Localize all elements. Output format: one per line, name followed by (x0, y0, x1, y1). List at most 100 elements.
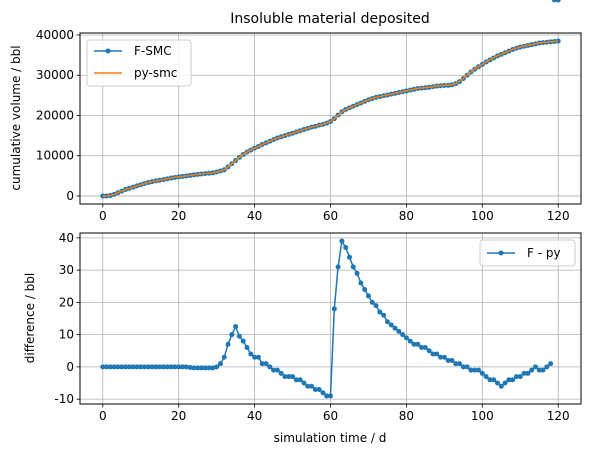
data-point-f-py (126, 364, 132, 370)
legend-label-f-py: F - py (527, 246, 561, 260)
data-point-f-py (161, 364, 166, 370)
data-point-f-py (472, 367, 478, 373)
data-point-f-py (229, 332, 235, 338)
bot-y-tick-label: 30 (59, 263, 74, 277)
data-point-f-py (145, 364, 151, 370)
data-point-f-py (449, 357, 455, 363)
data-point-f-py (187, 365, 193, 371)
top-x-tick-label: 120 (547, 209, 570, 223)
data-point-f-py (282, 374, 288, 380)
bottom-legend-frame (479, 239, 576, 267)
top-y-ticks: 0 10000 20000 30000 40000 (36, 28, 80, 203)
data-point-f-py (164, 364, 170, 370)
bottom-y-ticks: -10 0 10 20 30 40 (54, 231, 80, 406)
bottom-legend: F - py (479, 239, 576, 267)
data-point-f-py (142, 364, 148, 370)
bot-x-tick-label: 120 (547, 409, 570, 423)
bottom-panel: 0 20 40 60 80 100 120 -10 0 10 20 30 40 simulation … (23, 0, 582, 445)
data-point-f-py (309, 383, 315, 389)
bot-x-tick-label: 100 (471, 409, 494, 423)
data-point-f-py (525, 370, 531, 376)
top-y-axis-label: cumulative volume / bbl (9, 45, 23, 190)
bot-y-tick-label: 0 (66, 360, 74, 374)
data-point-f-py (221, 354, 227, 360)
data-point-f-py (195, 365, 201, 371)
data-point-f-py (244, 345, 250, 351)
bot-x-tick-label: 0 (99, 409, 107, 423)
data-point-f-py (225, 341, 231, 347)
data-point-f-py (346, 254, 352, 260)
data-point-f-py (510, 377, 516, 383)
data-point-f-py (457, 361, 463, 367)
data-point-f-py (111, 364, 117, 370)
data-point-f-py (400, 332, 406, 338)
data-point-f-py (316, 386, 322, 392)
data-point-f-py (422, 345, 428, 351)
data-point-f-py (274, 367, 280, 373)
data-point-f-py (407, 338, 413, 344)
data-point-f-py (373, 303, 379, 309)
top-y-tick-label: 20000 (36, 108, 74, 122)
data-point-f-py (415, 341, 421, 347)
data-point-f-py (123, 364, 129, 370)
data-point-f-py (259, 361, 265, 367)
legend-marker-f-smc (105, 48, 111, 54)
data-point-f-py (479, 370, 485, 376)
top-x-tick-label: 100 (471, 209, 494, 223)
data-point-f-py (468, 367, 474, 373)
data-point-f-py (179, 364, 185, 370)
data-point-f-py (115, 364, 121, 370)
bot-y-tick-label: -10 (54, 392, 74, 406)
data-point-f-py (104, 364, 110, 370)
data-point-f-py (168, 364, 174, 370)
data-point-f-py (350, 264, 356, 270)
data-point-f-py (491, 377, 497, 383)
legend-marker-f-py (498, 250, 504, 256)
data-point-f-py (202, 365, 208, 371)
data-point-f-py (381, 312, 387, 318)
bot-y-tick-label: 40 (59, 231, 74, 245)
bot-y-tick-label: 20 (59, 295, 74, 309)
bottom-x-ticks: 0 20 40 60 80 100 120 (99, 404, 570, 423)
data-point-f-py (476, 367, 482, 373)
top-x-tick-label: 60 (323, 209, 338, 223)
top-y-tick-label: 40000 (36, 28, 74, 42)
data-point-f-py (138, 364, 144, 370)
data-point-f-py (331, 306, 337, 312)
data-point-f-py (521, 370, 527, 376)
data-point-f-py (214, 364, 220, 370)
data-point-f-py (119, 364, 125, 370)
data-point-f-py (100, 364, 106, 370)
data-point-f-py (328, 393, 333, 399)
bot-x-tick-label: 40 (247, 409, 262, 423)
data-point-f-py (240, 338, 246, 344)
data-point-f-py (176, 364, 182, 370)
data-point-f-py (198, 365, 204, 371)
data-point-f-py (153, 364, 159, 370)
top-x-tick-label: 40 (247, 209, 262, 223)
data-point-f-py (438, 354, 444, 360)
data-point-f-py (396, 328, 402, 334)
top-y-tick-label: 10000 (36, 149, 74, 163)
data-point-f-py (411, 341, 417, 347)
data-point-f-py (312, 386, 318, 392)
data-point-f-py (544, 364, 550, 370)
data-point-f-py (502, 380, 508, 386)
bot-y-tick-label: 10 (59, 328, 74, 342)
data-point-f-py (426, 348, 432, 354)
data-point-f-py (149, 364, 155, 370)
top-x-tick-label: 80 (399, 209, 414, 223)
top-panel: 0 20 40 60 80 100 120 0 10000 20000 30000 40000 In… (9, 11, 582, 223)
series-line-py-smc (102, 40, 559, 197)
data-point-f-py (343, 245, 349, 251)
data-point-f-py (210, 365, 216, 371)
data-point-f-py (529, 367, 535, 373)
data-point-f-py (365, 293, 371, 299)
data-point-f-py (339, 238, 345, 244)
data-point-f-py (392, 325, 398, 331)
data-point-f-py (305, 383, 311, 389)
data-point-f-py (384, 319, 390, 325)
data-point-f-py (430, 351, 436, 357)
data-point-f-py (498, 383, 504, 389)
